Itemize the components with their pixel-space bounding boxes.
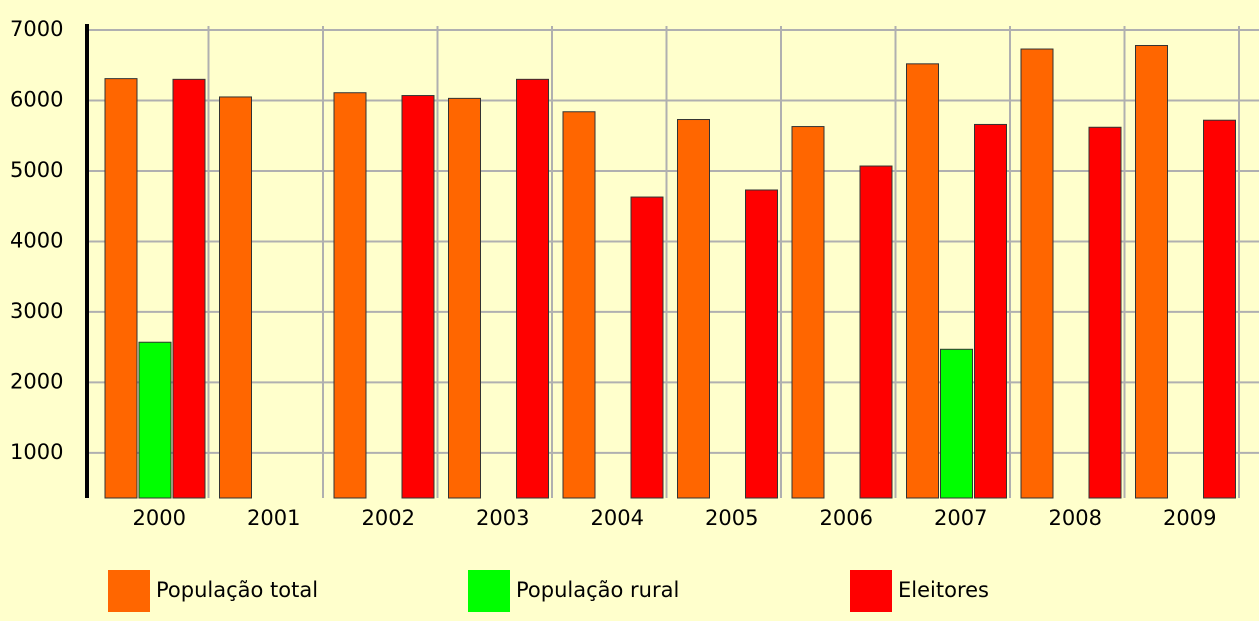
y-tick-label: 7000 (10, 17, 63, 41)
y-tick-label: 1000 (10, 440, 63, 464)
x-tick-label: 2003 (476, 506, 529, 530)
bar (1135, 45, 1168, 499)
legend-label: População total (156, 578, 318, 602)
legend-swatch (468, 570, 510, 612)
bar (401, 95, 435, 499)
y-tick-label: 6000 (10, 87, 63, 111)
bar (677, 119, 710, 499)
bar (974, 123, 1007, 499)
y-tick-label: 5000 (10, 158, 63, 182)
y-tick-label: 3000 (10, 299, 63, 323)
x-tick-label: 2009 (1163, 506, 1216, 530)
legend-label: Eleitores (898, 578, 989, 602)
y-tick-label: 2000 (10, 369, 63, 393)
bar (940, 348, 973, 499)
x-tick-label: 2005 (705, 506, 758, 530)
x-tick-label: 2006 (820, 506, 873, 530)
legend-swatch (108, 570, 150, 612)
x-tick-label: 2004 (591, 506, 644, 530)
y-tick-label: 4000 (10, 228, 63, 252)
x-tick-label: 2002 (362, 506, 415, 530)
x-tick-label: 2007 (934, 506, 987, 530)
bar (138, 341, 172, 499)
x-tick-label: 2001 (247, 506, 300, 530)
bar (516, 78, 549, 499)
bar (791, 126, 825, 499)
bar (1088, 126, 1122, 499)
bar (859, 165, 893, 499)
bar (1020, 48, 1054, 499)
legend-swatch (850, 570, 892, 612)
bar (562, 111, 596, 499)
bar (333, 92, 367, 499)
x-tick-label: 2008 (1049, 506, 1102, 530)
bar (448, 97, 481, 499)
bar (906, 63, 939, 499)
bar (104, 78, 138, 499)
bar (172, 78, 206, 499)
legend-label: População rural (516, 578, 679, 602)
bar (1203, 119, 1236, 499)
bar (630, 196, 664, 499)
x-tick-label: 2000 (133, 506, 186, 530)
bar (745, 189, 778, 499)
bar (219, 96, 252, 499)
